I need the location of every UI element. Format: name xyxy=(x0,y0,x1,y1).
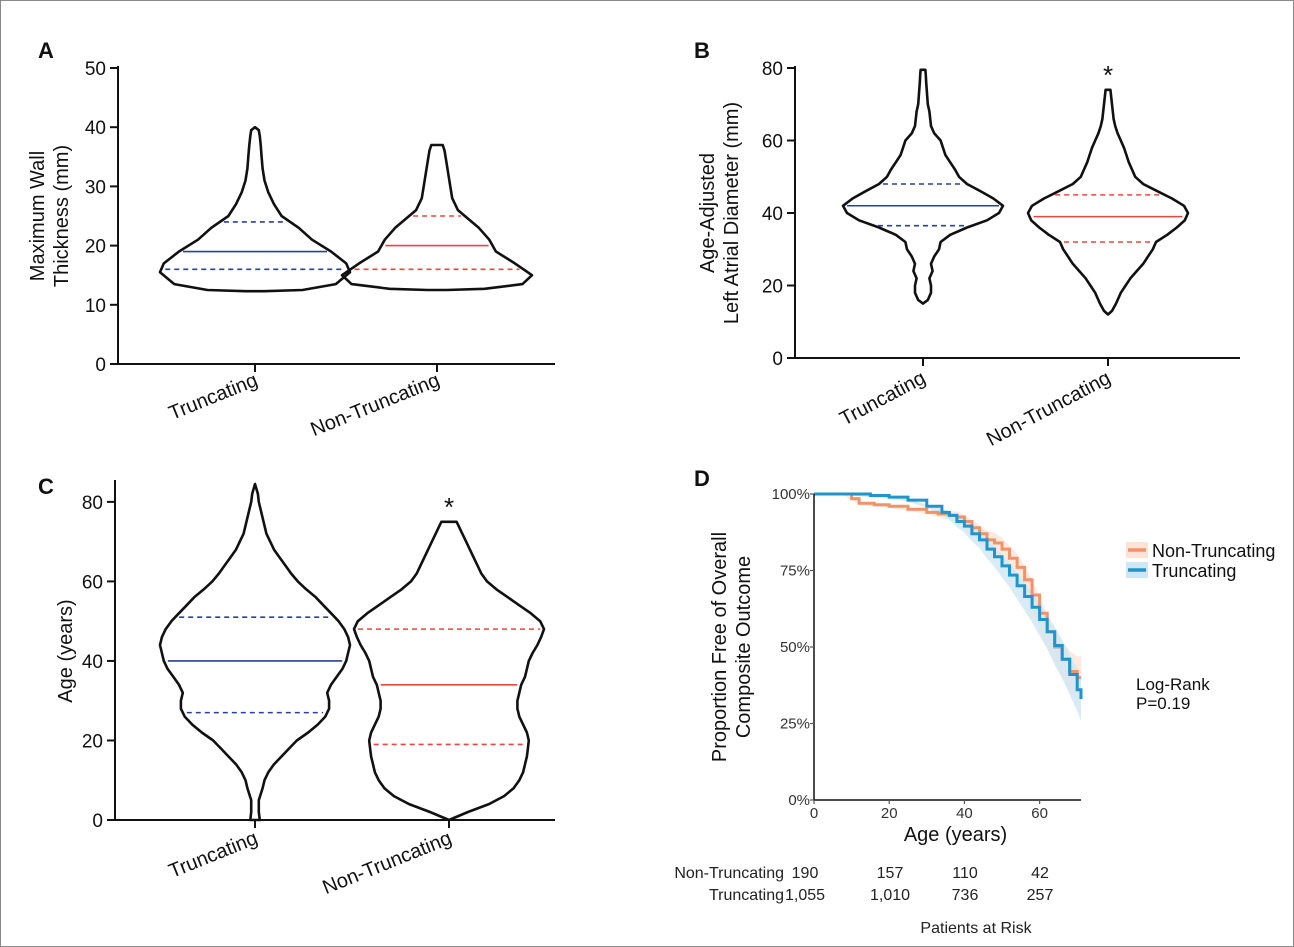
risk-value: 257 xyxy=(1027,887,1054,904)
y-tick-label: 30 xyxy=(85,177,106,198)
panel-label-B: B xyxy=(694,38,710,63)
y-axis-label-line: Proportion Free of Overall xyxy=(709,532,731,762)
y-axis-label: Age-Adjusted Left Atrial Diameter (mm) xyxy=(697,102,743,324)
x-tick-label: 0 xyxy=(810,805,818,822)
y-axis-label-line: Left Atrial Diameter (mm) xyxy=(721,102,743,324)
y-axis-label: Proportion Free of Overall Composite Outc… xyxy=(709,532,755,762)
y-tick-label: 40 xyxy=(85,118,106,139)
violin-non-truncating xyxy=(1026,88,1190,316)
significance-asterisk: * xyxy=(1103,60,1113,90)
x-tick-label-non-truncating: Non-Truncating xyxy=(308,369,443,441)
y-tick-label: 0 xyxy=(95,355,106,376)
y-tick-label: 40 xyxy=(762,204,783,225)
y-axis-label-line: Maximum Wall xyxy=(27,151,49,281)
x-axis-label: Age (years) xyxy=(904,824,1007,846)
violin-truncating xyxy=(841,68,1005,305)
y-axis-label-line: Composite Outcome xyxy=(733,556,755,738)
risk-value: 736 xyxy=(952,887,979,904)
y-tick-label: 20 xyxy=(762,277,783,298)
x-tick-label-non-truncating: Non-Truncating xyxy=(983,367,1114,451)
log-rank-annotation: Log-Rank xyxy=(1136,675,1210,694)
risk-table-title: Patients at Risk xyxy=(920,920,1032,937)
y-axis-label-line: Age (years) xyxy=(55,599,77,702)
y-axis-label: Maximum Wall Thickness (mm) xyxy=(27,145,73,287)
risk-value: 1,055 xyxy=(785,887,825,904)
panel-C: C 0 20 40 60 80 Age (years) Truncating Non-Trunc… xyxy=(38,474,555,899)
y-tick-label: 50 xyxy=(85,59,106,80)
legend-label-truncating: Truncating xyxy=(1152,561,1236,581)
y-tick-label: 60 xyxy=(762,132,783,153)
y-tick-label: 75% xyxy=(780,563,810,580)
y-tick-label: 10 xyxy=(85,296,106,317)
x-tick-label-truncating: Truncating xyxy=(836,367,929,430)
y-axis-label-line: Thickness (mm) xyxy=(51,145,73,287)
risk-row-label: Truncating xyxy=(709,887,784,904)
y-tick-label: 0% xyxy=(788,792,810,809)
curve-truncating xyxy=(814,492,1083,699)
y-tick-label: 25% xyxy=(780,716,810,733)
x-tick-label: 20 xyxy=(881,805,898,822)
risk-value: 42 xyxy=(1031,865,1049,882)
risk-value: 1,010 xyxy=(870,887,910,904)
curve-non-truncating xyxy=(814,492,1081,680)
legend-label-non-truncating: Non-Truncating xyxy=(1152,541,1275,561)
panel-label-A: A xyxy=(38,38,54,63)
x-tick-label-truncating: Truncating xyxy=(166,827,261,883)
panel-B: B 0 20 40 60 80 Age-Adjusted Left Atrial Diamet… xyxy=(694,38,1240,451)
x-tick-label-truncating: Truncating xyxy=(166,369,261,425)
panel-label-C: C xyxy=(38,474,54,499)
panel-label-D: D xyxy=(694,466,710,491)
y-tick-label: 20 xyxy=(85,237,106,258)
violin-truncating xyxy=(158,482,352,822)
risk-row-label: Non-Truncating xyxy=(674,865,784,882)
violin-truncating xyxy=(158,125,352,293)
x-tick-label: 40 xyxy=(956,805,973,822)
y-tick-label: 50% xyxy=(780,639,810,656)
risk-value: 157 xyxy=(877,865,904,882)
violin-non-truncating xyxy=(352,520,546,822)
risk-value: 190 xyxy=(792,865,819,882)
y-tick-label: 0 xyxy=(772,349,783,370)
y-tick-label: 80 xyxy=(82,493,103,514)
panel-A: A 0 10 20 30 40 50 Maximum Wall Thickness (mm) Tr… xyxy=(27,38,555,441)
y-tick-label: 20 xyxy=(82,731,103,752)
y-tick-label: 0 xyxy=(92,811,103,832)
y-tick-label: 40 xyxy=(82,652,103,673)
log-rank-annotation: P=0.19 xyxy=(1136,694,1190,713)
x-tick-label: 60 xyxy=(1031,805,1048,822)
x-tick-label-non-truncating: Non-Truncating xyxy=(320,827,455,899)
violin-non-truncating xyxy=(340,143,534,292)
panel-D: D 0% 25% 50% 75% 100% 0 20 40 60 Age (years) Propor… xyxy=(674,466,1275,937)
y-tick-label: 60 xyxy=(82,572,103,593)
significance-asterisk: * xyxy=(444,492,454,522)
risk-value: 110 xyxy=(952,865,978,882)
band-truncating xyxy=(814,494,1081,721)
y-axis-label: Age (years) xyxy=(55,599,77,702)
y-tick-label: 80 xyxy=(762,59,783,80)
y-tick-label: 100% xyxy=(772,486,810,503)
y-axis-label-line: Age-Adjusted xyxy=(697,153,719,273)
